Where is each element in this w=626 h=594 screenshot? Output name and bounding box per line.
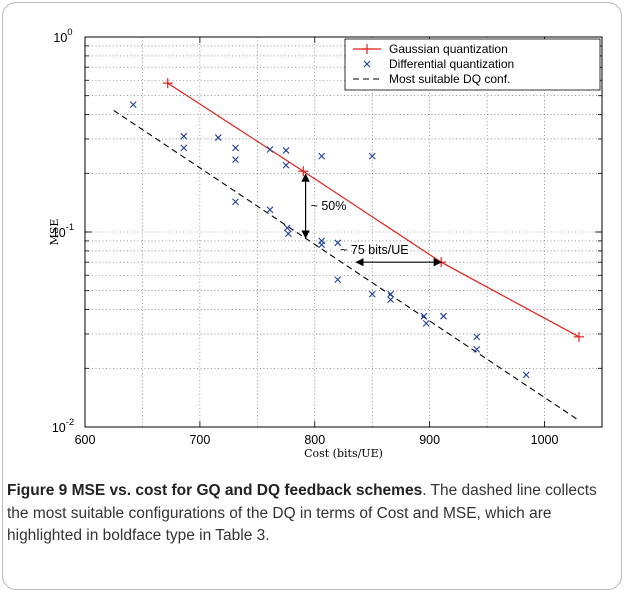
annotation-50-percent: ~ 50% <box>311 199 347 213</box>
cross-b <box>266 206 274 214</box>
cross-b <box>334 239 342 247</box>
y-axis-label: MSE <box>48 219 61 246</box>
axis-ticks: 600 700 800 900 1000 10-2 10-1 100 <box>52 27 602 447</box>
cross-b <box>129 101 137 109</box>
cross-b <box>422 319 430 327</box>
y-tick-label: 10-2 <box>52 417 74 435</box>
cross-b <box>180 132 188 140</box>
legend-cross-b <box>363 60 371 68</box>
caption-title: Figure 9 MSE vs. cost for GQ and DQ feed… <box>7 482 423 499</box>
x-tick-label: 600 <box>75 433 96 447</box>
legend-box <box>344 38 601 91</box>
x-axis-label: Cost (bits/UE) <box>304 447 383 460</box>
differential-point <box>180 144 188 152</box>
cross-b <box>368 290 376 298</box>
differential-point <box>473 346 481 353</box>
legend-label-differential: Differential quantization <box>389 57 514 71</box>
differential-point <box>283 224 291 232</box>
legend-label-most-suitable: Most suitable DQ conf. <box>389 72 510 86</box>
gaussian-line <box>167 82 580 338</box>
differential-point <box>420 312 428 320</box>
differential-point <box>473 333 481 341</box>
differential-point <box>334 276 342 283</box>
cross-b <box>387 290 394 298</box>
differential-point <box>422 319 430 327</box>
cross-b <box>282 161 290 169</box>
differential-point <box>214 134 222 141</box>
cross-b <box>334 276 342 283</box>
gaussian-point <box>298 166 309 177</box>
cross-b <box>180 144 188 152</box>
legend: Gaussian quantization Differential quant… <box>344 38 601 91</box>
y-tick-label: 100 <box>53 27 72 45</box>
differential-point <box>232 144 239 152</box>
cross-b <box>232 198 239 206</box>
differential-point <box>387 296 394 304</box>
cross-b <box>214 134 222 141</box>
cross-b <box>473 346 481 353</box>
dq-config-line <box>113 110 580 421</box>
cross-b <box>283 224 291 232</box>
differential-point <box>387 290 394 298</box>
figure-caption: Figure 9 MSE vs. cost for GQ and DQ feed… <box>7 480 615 548</box>
annotations <box>301 173 442 267</box>
x-tick-label: 700 <box>189 433 210 447</box>
cross-b <box>522 371 530 379</box>
differential-point <box>232 198 239 206</box>
differential-point <box>318 152 326 160</box>
cross-b <box>232 156 239 164</box>
differential-point <box>368 152 376 160</box>
cross-b <box>368 152 376 160</box>
series-layer <box>113 78 585 421</box>
annotation-75-bits: ~ 75 bits/UE <box>340 243 408 257</box>
differential-point <box>318 241 326 249</box>
differential-point <box>368 290 376 298</box>
cross-b <box>387 296 394 304</box>
differential-point <box>440 312 447 320</box>
cross-b <box>318 241 326 249</box>
cross-b <box>282 147 290 154</box>
caption-body: . The dashed line collects the most suit… <box>7 482 597 544</box>
cross-b <box>318 152 326 160</box>
differential-point <box>522 371 530 379</box>
x-tick-label: 800 <box>304 433 325 447</box>
cross-b <box>284 230 292 238</box>
differential-point <box>129 101 137 109</box>
differential-point <box>232 156 239 164</box>
differential-point <box>334 239 342 247</box>
differential-point <box>180 132 188 140</box>
differential-point <box>266 146 274 153</box>
gaussian-point <box>574 331 585 342</box>
legend-label-gaussian: Gaussian quantization <box>389 42 508 56</box>
cross-b <box>232 144 239 152</box>
mse-vs-cost-chart: 600 700 800 900 1000 10-2 10-1 100 Cost (bits/U… <box>48 27 603 460</box>
cross-b <box>440 312 447 320</box>
cross-b <box>473 333 481 341</box>
x-tick-label: 1000 <box>531 433 559 447</box>
x-tick-label: 900 <box>419 433 440 447</box>
differential-point <box>266 206 274 214</box>
differential-point <box>282 161 290 169</box>
cross-b <box>420 312 428 320</box>
grid-lines <box>85 37 602 427</box>
cross-b <box>266 146 274 153</box>
y-tick-label: 10-1 <box>52 222 74 240</box>
differential-point <box>284 230 292 238</box>
differential-point <box>282 147 290 154</box>
gaussian-point <box>162 78 173 89</box>
